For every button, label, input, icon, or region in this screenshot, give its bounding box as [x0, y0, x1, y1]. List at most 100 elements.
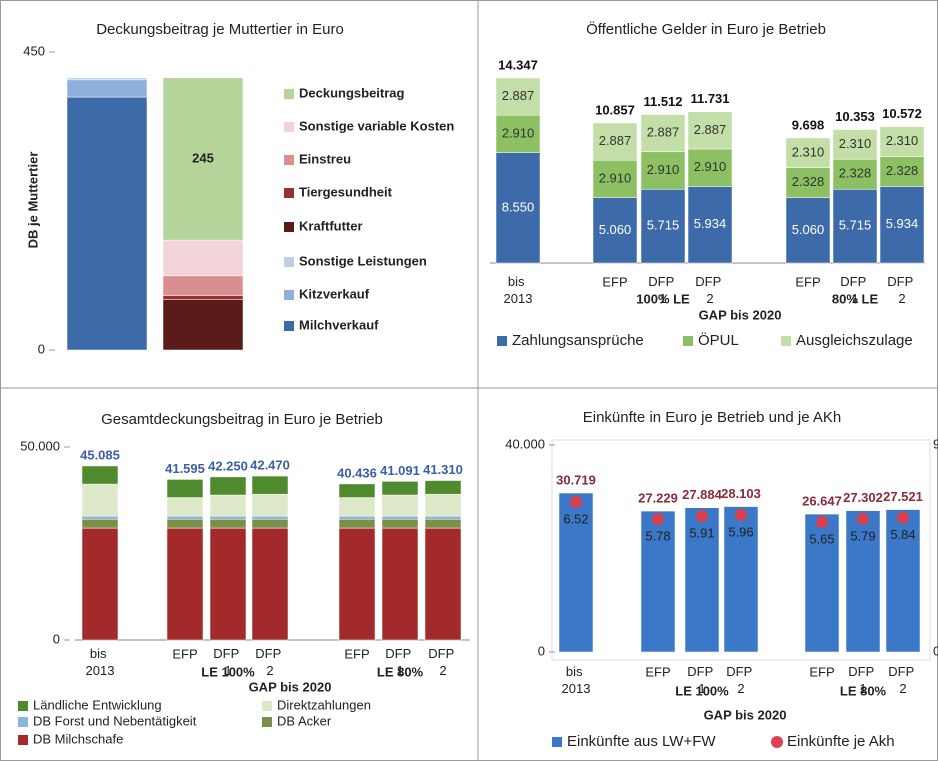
bar — [66, 96, 148, 351]
bar — [879, 126, 925, 157]
legend-swatch — [284, 321, 294, 331]
data-label: 245 — [192, 150, 214, 165]
bar — [166, 518, 204, 529]
legend-label: Tiergesundheit — [299, 184, 393, 199]
legend-swatch — [262, 717, 272, 727]
bar — [209, 515, 247, 520]
total-label: 41.595 — [165, 461, 205, 476]
legend-swatch — [284, 188, 294, 198]
bar — [81, 518, 119, 529]
bar — [381, 515, 419, 520]
total-label: 9.698 — [792, 117, 825, 132]
bar — [592, 159, 638, 199]
bar — [251, 527, 289, 641]
bar — [785, 197, 831, 264]
marker — [652, 513, 664, 526]
total-label: 10.857 — [595, 102, 635, 117]
marker — [570, 496, 582, 509]
legend-swatch — [284, 222, 294, 232]
x-tick-label: DFP 1 — [385, 646, 414, 678]
total-label: 40.436 — [337, 465, 377, 480]
y-tick-label: 40.000 — [505, 436, 545, 451]
bar — [251, 475, 289, 495]
legend-label: Sonstige variable Kosten — [299, 118, 454, 133]
bar — [162, 275, 244, 296]
x-tick-label: DFP 2 — [255, 646, 284, 678]
data-label: 5.060 — [599, 222, 632, 237]
data-label: 5.715 — [647, 218, 680, 233]
data-label: 27.302 — [843, 490, 883, 505]
x-axis-label: GAP bis 2020 — [704, 707, 787, 722]
x-tick-label: EFP — [602, 274, 627, 289]
bar — [785, 137, 831, 168]
bar — [640, 114, 686, 153]
legend-swatch — [284, 290, 294, 300]
bar — [209, 494, 247, 517]
y2-tick-label: 9 — [933, 436, 938, 451]
group-label: LE 80% — [840, 683, 887, 698]
data-label: 27.521 — [883, 489, 923, 504]
legend-swatch — [284, 155, 294, 165]
bar — [424, 518, 462, 529]
bar — [832, 159, 878, 190]
legend-label: ÖPUL — [698, 331, 739, 349]
chart-title: Gesamtdeckungsbeitrag in Euro je Betrieb — [101, 411, 383, 428]
plot-frame — [551, 439, 931, 661]
bar — [209, 476, 247, 496]
marker — [735, 508, 747, 521]
data-label: 2.910 — [599, 170, 632, 185]
bar — [338, 515, 376, 520]
bar — [81, 515, 119, 520]
bar — [162, 295, 244, 300]
legend-label: DB Forst und Nebentätigkeit — [33, 713, 197, 728]
y-tick-label: 0 — [53, 631, 60, 646]
x-tick-label: EFP — [795, 274, 820, 289]
bar — [723, 506, 759, 653]
legend-label: Deckungsbeitrag — [299, 85, 405, 100]
group-label: LE 100% — [201, 664, 255, 679]
legend-label: Ländliche Entwicklung — [33, 697, 162, 712]
legend-label: Einstreu — [299, 151, 351, 166]
bar — [381, 518, 419, 529]
legend-label: DB Milchschafe — [33, 731, 123, 746]
x-tick-label: EFP — [344, 646, 369, 661]
data-label: 8.550 — [502, 199, 535, 214]
bar — [162, 239, 244, 277]
legend-label: Kraftfutter — [299, 218, 363, 233]
data-label: 5.91 — [689, 526, 714, 541]
bar — [166, 527, 204, 641]
legend-swatch — [262, 701, 272, 711]
x-tick-label: DFP 1 — [840, 274, 869, 306]
bar — [251, 518, 289, 529]
data-label: 2.887 — [647, 125, 680, 140]
total-label: 11.731 — [690, 91, 729, 106]
marker — [816, 516, 828, 529]
bar — [804, 513, 840, 653]
bar — [251, 493, 289, 517]
x-tick-label: DFP 2 — [726, 664, 755, 696]
legend-swatch — [18, 735, 28, 745]
bar — [166, 497, 204, 517]
x-tick-label: EFP — [172, 646, 197, 661]
bar — [832, 189, 878, 264]
marker — [696, 510, 708, 523]
y-tick-label: 0 — [38, 341, 45, 356]
total-label: 41.310 — [423, 462, 463, 477]
legend-label: Direktzahlungen — [277, 697, 371, 712]
y-axis-label: DB je Muttertier — [25, 152, 40, 249]
legend-swatch — [284, 89, 294, 99]
legend-label: Kitzverkauf — [299, 286, 370, 301]
x-tick-label: DFP 1 — [687, 664, 716, 696]
data-label: 5.78 — [645, 528, 670, 543]
data-label: 5.79 — [850, 528, 875, 543]
x-tick-label: EFP — [645, 664, 670, 679]
bar — [338, 527, 376, 641]
group-label: LE 80% — [377, 664, 424, 679]
data-label: 2.887 — [502, 88, 535, 103]
legend-marker — [771, 736, 783, 748]
data-label: 2.310 — [886, 133, 919, 148]
y-tick-label: 0 — [538, 643, 545, 658]
bar — [684, 507, 720, 653]
bar — [592, 122, 638, 161]
